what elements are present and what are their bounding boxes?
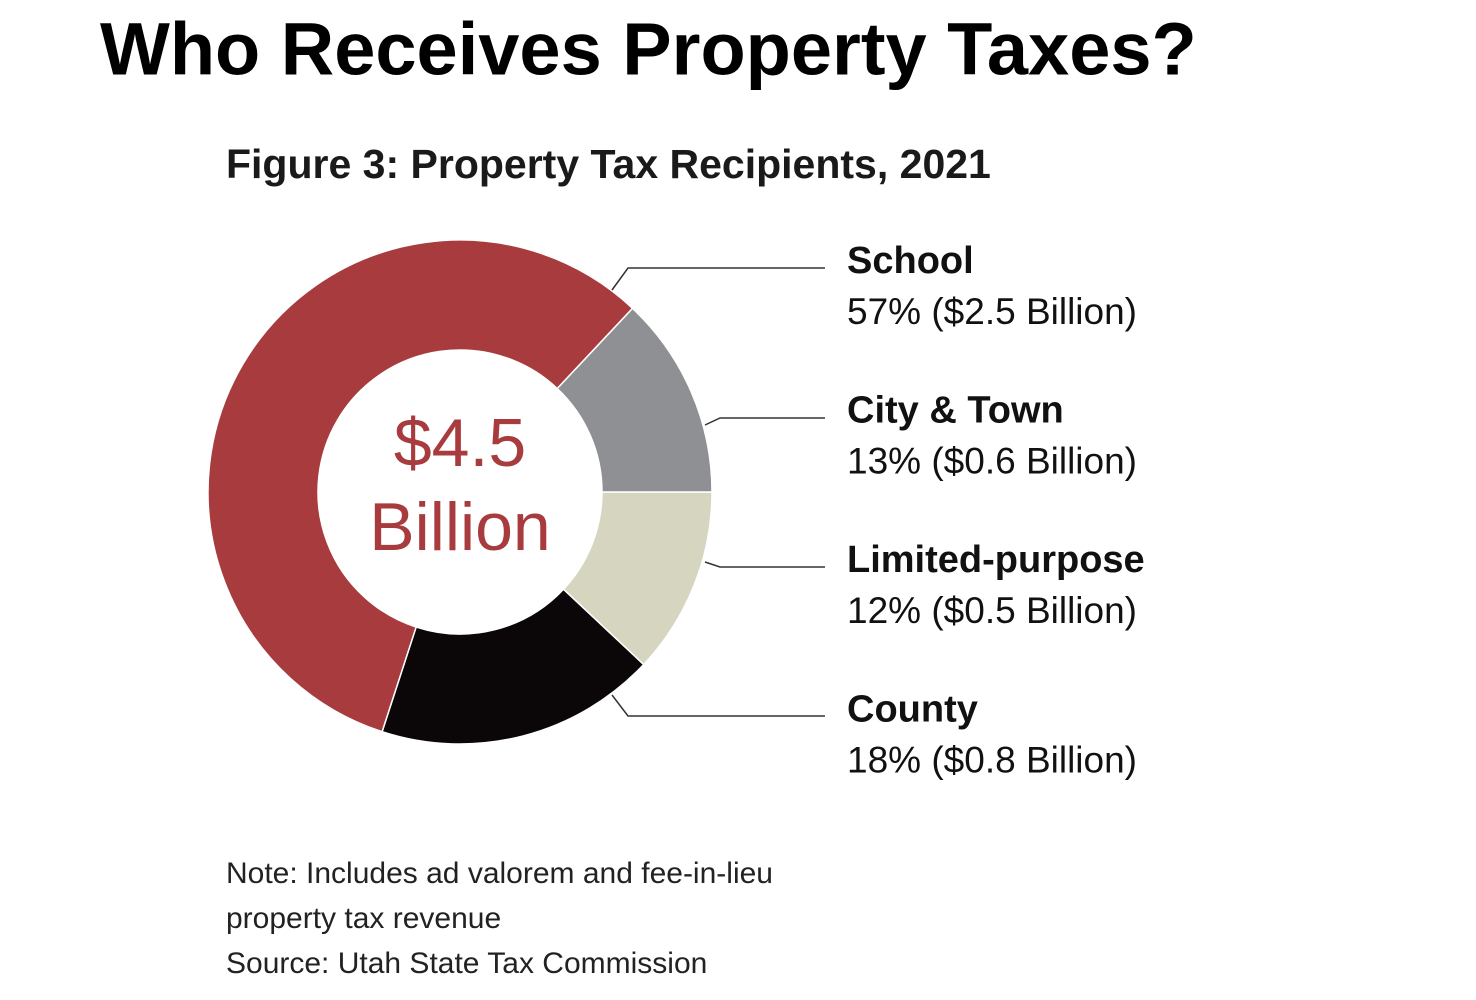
page-title: Who Receives Property Taxes?	[100, 8, 1197, 91]
legend-label: City & Town	[847, 390, 1064, 432]
legend-label: County	[847, 689, 978, 731]
leader-line	[611, 694, 825, 717]
donut-slice	[562, 491, 713, 666]
value-label: 12% ($0.5 Billion)	[847, 590, 1137, 631]
legend-label: Limited-purpose	[847, 539, 1145, 581]
percent-label: 12%	[847, 590, 921, 631]
percent-label: 18%	[847, 739, 921, 780]
percent-label: 13%	[847, 440, 921, 481]
leader-line	[704, 561, 825, 568]
donut-slice	[207, 239, 634, 733]
value-label: 18% ($0.8 Billion)	[847, 739, 1137, 780]
value-label: 13% ($0.6 Billion)	[847, 440, 1137, 481]
note: Source: Utah State Tax Commission	[226, 947, 707, 980]
percent-label: 57%	[847, 291, 921, 332]
amount-label: ($0.6 Billion)	[931, 440, 1137, 481]
note: property tax revenue	[226, 902, 501, 935]
chart-title: Figure 3: Property Tax Recipients, 2021	[226, 141, 991, 187]
note: Note: Includes ad valorem and fee-in-lie…	[226, 857, 773, 890]
value-label: 57% ($2.5 Billion)	[847, 291, 1137, 332]
leader-line	[611, 267, 825, 291]
amount-label: ($0.8 Billion)	[931, 739, 1137, 780]
donut-slice	[556, 307, 713, 493]
amount-label: ($0.5 Billion)	[931, 590, 1137, 631]
amount-label: ($2.5 Billion)	[931, 291, 1137, 332]
leader-line	[704, 417, 825, 426]
legend-label: School	[847, 240, 974, 282]
center-label: $4.5	[394, 405, 526, 481]
center-label: Billion	[369, 489, 550, 565]
donut-slice	[381, 588, 645, 745]
